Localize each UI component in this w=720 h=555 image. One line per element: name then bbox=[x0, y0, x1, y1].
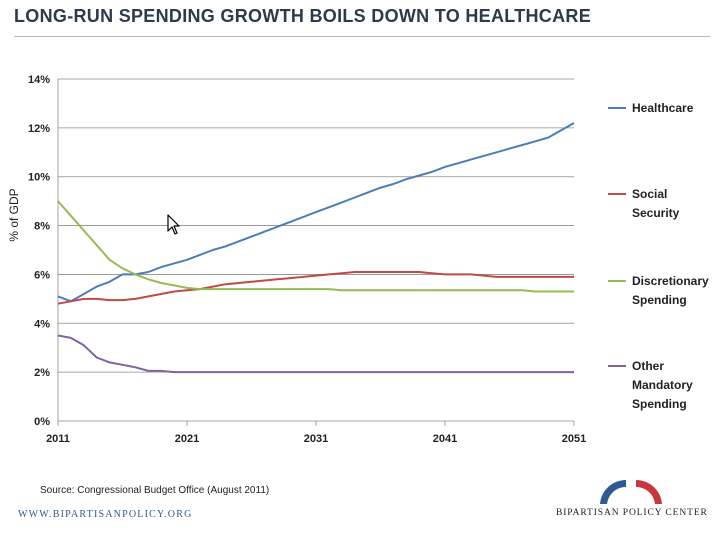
website-link[interactable]: WWW.BIPARTISANPOLICY.ORG bbox=[18, 509, 193, 520]
title-divider bbox=[14, 36, 710, 37]
series-line-discretionary-spending bbox=[57, 200, 574, 293]
y-tick-label: 0% bbox=[34, 416, 50, 428]
mouse-cursor-icon bbox=[167, 214, 180, 235]
x-tick-label: 2031 bbox=[304, 433, 328, 445]
series-line-healthcare bbox=[57, 122, 575, 303]
bpc-logo-icon bbox=[600, 479, 662, 504]
line-chart: 0% 2% 4% 6% 8% 10% 12% 14% 2011 2021 2031 2041 2051… bbox=[7, 74, 709, 445]
series-line-social-security bbox=[57, 271, 574, 305]
x-tick-label: 2041 bbox=[433, 433, 457, 445]
legend: Healthcare Social Security Discretionary Spe… bbox=[608, 101, 709, 411]
y-tick-label: 10% bbox=[28, 172, 50, 184]
grid-lines bbox=[58, 78, 574, 373]
legend-label: Other Mandatory Spending bbox=[632, 359, 693, 411]
x-tick-label: 2021 bbox=[175, 433, 199, 445]
legend-label: Discretionary Spending bbox=[632, 274, 709, 307]
x-tick-label: 2011 bbox=[46, 433, 70, 445]
y-tick-label: 4% bbox=[34, 318, 50, 330]
legend-label: Social Security bbox=[632, 187, 680, 220]
x-tick-label: 2051 bbox=[562, 433, 586, 445]
legend-label: Healthcare bbox=[632, 101, 694, 115]
y-tick-label: 6% bbox=[34, 269, 50, 281]
series-lines bbox=[57, 122, 575, 374]
page-title: LONG-RUN SPENDING GROWTH BOILS DOWN TO H… bbox=[14, 6, 592, 26]
y-tick-label: 12% bbox=[28, 123, 50, 135]
axes bbox=[57, 79, 574, 422]
y-tick-label: 14% bbox=[28, 74, 50, 86]
y-tick-labels: 0% 2% 4% 6% 8% 10% 12% 14% bbox=[28, 74, 50, 428]
y-tick-label: 8% bbox=[34, 221, 50, 233]
source-note: Source: Congressional Budget Office (Aug… bbox=[40, 485, 270, 496]
y-axis-label: % of GDP bbox=[7, 188, 21, 241]
organization-name: BIPARTISAN POLICY CENTER bbox=[556, 508, 708, 518]
y-tick-label: 2% bbox=[34, 367, 50, 379]
x-tick-labels: 2011 2021 2031 2041 2051 bbox=[46, 421, 586, 445]
series-line-other-mandatory-spending bbox=[57, 334, 574, 374]
